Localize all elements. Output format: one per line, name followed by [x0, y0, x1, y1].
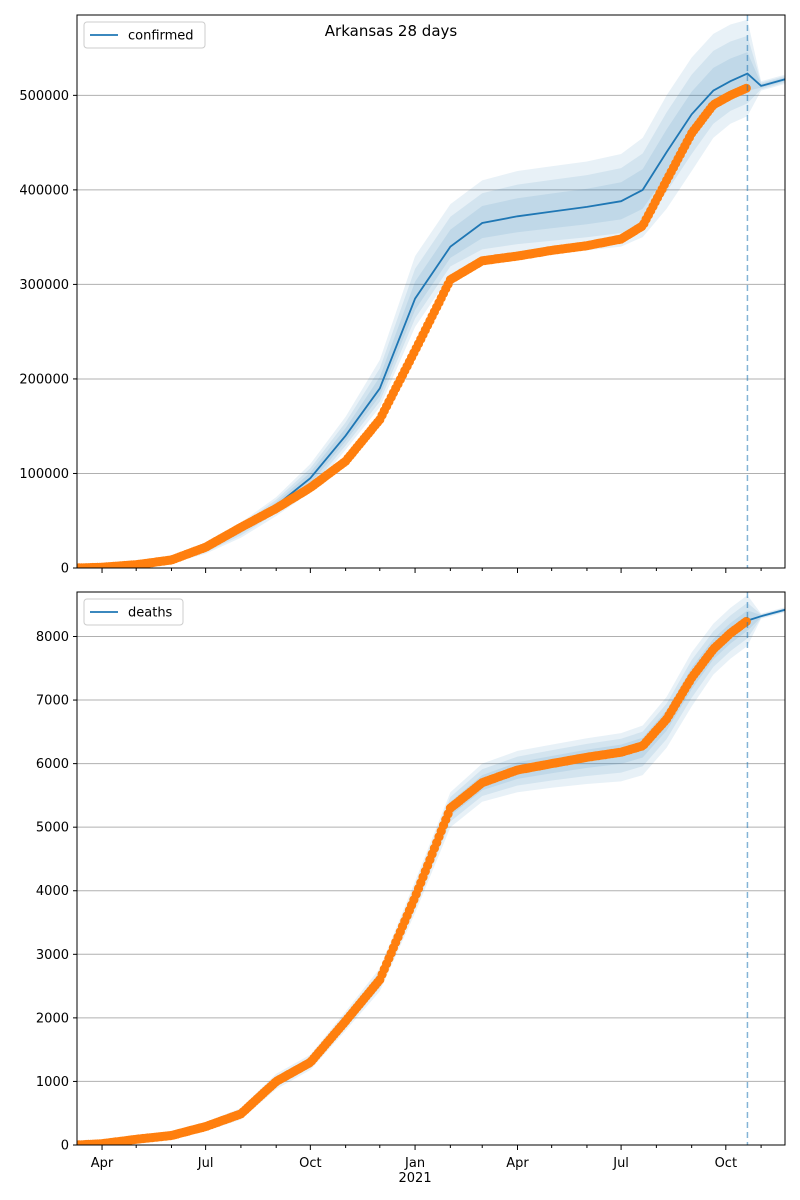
y-tick-label: 7000	[36, 694, 69, 709]
y-tick-label: 500000	[19, 89, 69, 104]
x-tick-label: Apr	[506, 1156, 529, 1171]
legend: deaths	[83, 598, 184, 626]
observed-point	[741, 616, 751, 627]
uncertainty-band	[77, 595, 785, 1145]
y-tick-label: 0	[61, 562, 69, 577]
y-tick-label: 300000	[19, 278, 69, 293]
x-tick-label: Apr	[91, 1156, 114, 1171]
legend: confirmed	[83, 21, 206, 49]
x-tick-label: Jul	[612, 1156, 629, 1171]
y-tick-label: 8000	[36, 630, 69, 645]
x-tick-label: Jul	[197, 1156, 214, 1171]
x-tick-label: Oct	[715, 1156, 737, 1171]
confirmed-panel: 0 100000 200000 300000 400000 500000 Arkansas …	[19, 14, 786, 577]
y-tick-label: 3000	[36, 948, 69, 963]
y-tick-label: 400000	[19, 183, 69, 198]
uncertainty-band	[77, 602, 785, 1145]
plot-area	[77, 19, 785, 568]
axes-frame	[76, 591, 786, 1146]
y-tick-label: 200000	[19, 372, 69, 387]
y-tick-label: 1000	[36, 1075, 69, 1090]
legend-box	[83, 598, 184, 626]
legend-box	[83, 21, 206, 49]
y-tick-label: 2000	[36, 1011, 69, 1026]
y-tick-label: 6000	[36, 757, 69, 772]
chart-title: Arkansas 28 days	[325, 22, 458, 40]
plot-area	[77, 595, 785, 1145]
observed-point	[741, 83, 751, 93]
y-tick-label: 0	[61, 1139, 69, 1154]
x-year-label: 2021	[399, 1171, 432, 1186]
y-tick-label: 5000	[36, 821, 69, 836]
x-tick-label: Jan	[404, 1156, 425, 1171]
legend-label: deaths	[128, 606, 173, 621]
axes-frame	[76, 14, 786, 569]
y-tick-label: 100000	[19, 467, 69, 482]
deaths-panel: 0 1000 2000 3000 4000 5000 6000 7000 8000 Apr Jul O…	[36, 591, 786, 1186]
x-tick-label: Oct	[299, 1156, 321, 1171]
observed-series	[77, 616, 751, 1145]
y-tick-label: 4000	[36, 884, 69, 899]
legend-label: confirmed	[128, 29, 194, 44]
uncertainty-band	[77, 19, 785, 568]
observed-series	[77, 83, 751, 568]
